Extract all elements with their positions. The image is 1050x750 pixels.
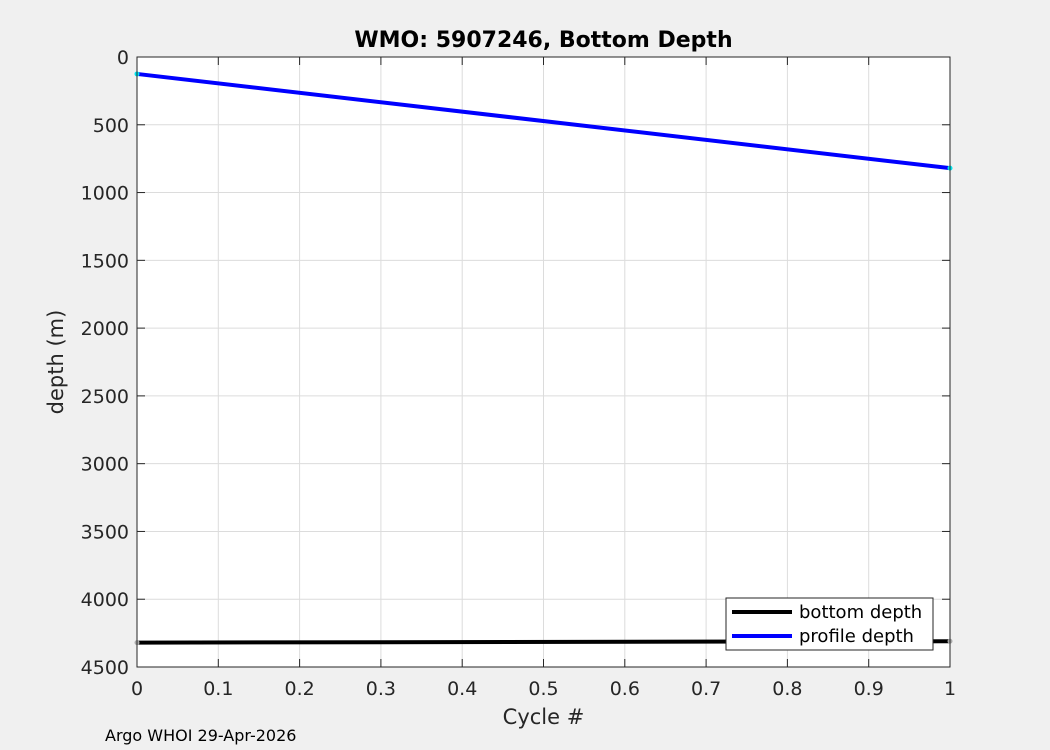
x-tick-label: 0.9: [854, 678, 884, 700]
y-tick-label: 500: [93, 115, 129, 137]
chart-title: WMO: 5907246, Bottom Depth: [354, 28, 732, 53]
legend-label-bottom-depth: bottom depth: [799, 602, 922, 623]
axis-ticks: 0 0.1 0.2 0.3 0.4 0.5 0.6 0.7 0.8 0.9 1 0 500 1000 150…: [81, 47, 956, 700]
y-tick-label: 4500: [81, 657, 129, 679]
y-tick-label: 3000: [81, 454, 129, 476]
x-tick-label: 0.6: [610, 678, 640, 700]
x-tick-label: 0.5: [528, 678, 558, 700]
footer-credit: Argo WHOI 29-Apr-2026: [105, 726, 296, 745]
x-tick-label: 0: [131, 678, 143, 700]
legend: bottom depth profile depth: [725, 597, 934, 651]
x-tick-label: 0.7: [691, 678, 721, 700]
x-tick-label: 0.3: [366, 678, 396, 700]
legend-box: [725, 597, 934, 651]
y-tick-label: 4000: [81, 589, 129, 611]
y-tick-label: 1500: [81, 250, 129, 272]
profile-depth-line: [136, 71, 951, 171]
legend-label-profile-depth: profile depth: [799, 626, 914, 647]
y-axis-label: depth (m): [44, 310, 68, 415]
y-tick-label: 3500: [81, 521, 129, 543]
x-tick-label: 0.4: [447, 678, 477, 700]
x-tick-label: 1: [944, 678, 956, 700]
y-tick-label: 2500: [81, 386, 129, 408]
y-tick-label: 0: [117, 47, 129, 69]
x-axis-label: Cycle #: [503, 705, 585, 729]
x-tick-label: 0.1: [203, 678, 233, 700]
y-tick-label: 1000: [81, 183, 129, 205]
x-tick-label: 0.2: [284, 678, 314, 700]
y-tick-label: 2000: [81, 318, 129, 340]
x-tick-label: 0.8: [772, 678, 802, 700]
